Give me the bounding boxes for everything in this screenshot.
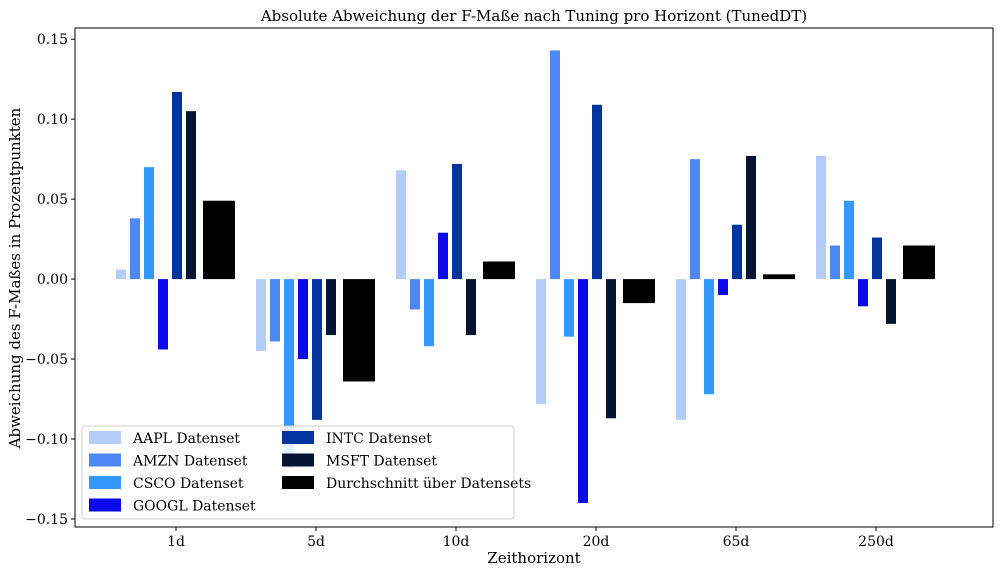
bar-googl-1d [158, 279, 168, 350]
bar-msft-1d [186, 111, 196, 280]
legend-swatch [282, 453, 314, 467]
x-tick-label: 65d [723, 534, 750, 550]
bar-durchschnitt-1d [203, 200, 235, 280]
bar-msft-250d [886, 279, 896, 324]
legend-label: AMZN Datenset [132, 454, 248, 470]
plot-frame [74, 27, 994, 528]
bar-csco-1d [144, 167, 154, 280]
bar-durchschnitt-5d [343, 279, 375, 382]
bar-csco-20d [564, 279, 574, 337]
x-tick-label: 250d [858, 534, 894, 550]
bar-googl-65d [718, 279, 728, 296]
legend-swatch [282, 431, 314, 444]
bar-googl-5d [298, 279, 308, 360]
bar-intc-20d [592, 104, 602, 280]
bar-intc-5d [312, 279, 322, 420]
bar-durchschnitt-65d [763, 274, 795, 280]
y-tick-label: −0.15 [25, 512, 68, 528]
bar-csco-5d [284, 279, 294, 468]
bar-amzn-20d [550, 50, 560, 280]
legend-box [81, 425, 515, 520]
bar-googl-250d [858, 279, 868, 307]
bar-amzn-1d [130, 218, 140, 280]
bar-intc-1d [172, 91, 182, 280]
bar-aapl-10d [396, 170, 406, 280]
legend-label: INTC Datenset [326, 431, 432, 447]
legend-label: GOOGL Datenset [133, 499, 256, 515]
legend-label: CSCO Datenset [133, 476, 244, 492]
bar-aapl-20d [536, 279, 546, 404]
y-tick-label: −0.05 [25, 352, 68, 368]
x-tick-label: 20d [583, 534, 610, 550]
bar-durchschnitt-250d [903, 245, 935, 280]
legend-label: AAPL Datenset [132, 431, 240, 447]
y-tick-label: 0.00 [37, 272, 68, 288]
x-axis-label: Zeithorizont [487, 549, 580, 567]
bar-amzn-5d [270, 279, 280, 342]
legend-label: MSFT Datenset [326, 454, 437, 470]
y-tick-label: −0.10 [25, 432, 68, 448]
bar-csco-250d [844, 200, 854, 280]
x-tick-label: 1d [167, 534, 185, 550]
x-tick-label: 10d [443, 534, 470, 550]
bar-csco-10d [424, 279, 434, 347]
bar-aapl-250d [816, 155, 826, 280]
bar-aapl-5d [256, 279, 266, 352]
x-tick-label: 5d [307, 534, 325, 550]
legend: AAPL Datenset AMZN Datenset CSCO Datenset G… [81, 425, 531, 520]
bars-layer [116, 50, 935, 504]
y-tick-label: 0.10 [37, 112, 68, 128]
bar-durchschnitt-20d [623, 279, 655, 304]
bar-msft-5d [326, 279, 336, 336]
legend-swatch [282, 476, 314, 489]
bar-amzn-10d [410, 279, 420, 310]
bar-msft-10d [466, 279, 476, 336]
legend-label: Durchschnitt über Datensets [326, 476, 531, 492]
legend-swatch [89, 431, 121, 444]
y-tick-label: 0.15 [37, 32, 68, 48]
bar-googl-20d [578, 279, 588, 504]
bar-msft-65d [746, 155, 756, 280]
bar-aapl-1d [116, 269, 126, 280]
bar-googl-10d [438, 232, 448, 280]
bar-intc-10d [452, 163, 462, 280]
y-axis-label: Abweichung des F-Maßes in Prozentpunkten [6, 107, 24, 449]
legend-swatch [89, 453, 121, 467]
bar-durchschnitt-10d [483, 261, 515, 280]
bar-msft-20d [606, 279, 616, 419]
bar-intc-65d [732, 224, 742, 280]
legend-swatch [89, 498, 121, 512]
axes-layer: −0.15 −0.10 −0.05 0.00 0.05 0.10 0.15 1d 5d 10d 20… [25, 27, 994, 550]
bar-amzn-65d [690, 159, 700, 280]
bar-aapl-65d [676, 279, 686, 420]
bar-intc-250d [872, 237, 882, 280]
y-tick-label: 0.05 [37, 192, 68, 208]
chart-title: Absolute Abweichung der F-Maße nach Tuni… [260, 7, 807, 25]
bar-amzn-250d [830, 245, 840, 280]
bar-csco-65d [704, 279, 714, 395]
legend-swatch [89, 476, 121, 489]
